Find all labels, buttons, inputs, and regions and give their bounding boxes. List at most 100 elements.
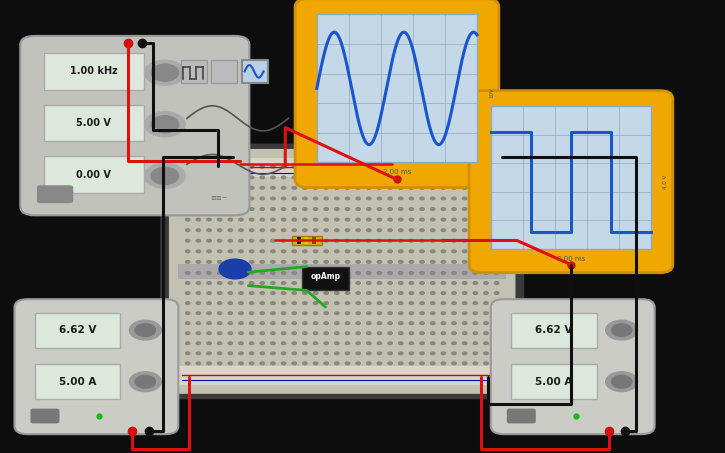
Circle shape (186, 272, 190, 275)
Circle shape (409, 322, 413, 324)
Circle shape (388, 302, 392, 304)
Circle shape (292, 260, 297, 263)
Circle shape (377, 260, 381, 263)
Circle shape (249, 229, 254, 231)
Circle shape (218, 250, 222, 253)
Circle shape (388, 229, 392, 231)
Circle shape (463, 218, 467, 221)
Circle shape (367, 292, 371, 294)
Circle shape (313, 250, 318, 253)
Circle shape (324, 165, 328, 168)
Circle shape (442, 312, 446, 314)
Circle shape (313, 176, 318, 178)
Circle shape (335, 322, 339, 324)
Circle shape (228, 312, 233, 314)
Circle shape (196, 165, 201, 168)
Circle shape (239, 207, 243, 210)
Circle shape (313, 332, 318, 335)
Circle shape (356, 282, 360, 284)
Circle shape (356, 197, 360, 200)
Circle shape (313, 282, 318, 284)
Circle shape (377, 187, 381, 189)
Circle shape (207, 197, 211, 200)
Circle shape (228, 302, 233, 304)
Circle shape (484, 342, 488, 345)
Circle shape (239, 250, 243, 253)
Circle shape (249, 187, 254, 189)
Circle shape (129, 320, 161, 340)
Circle shape (239, 352, 243, 355)
Circle shape (452, 272, 456, 275)
Circle shape (196, 176, 201, 178)
Circle shape (303, 322, 307, 324)
Circle shape (367, 322, 371, 324)
Circle shape (303, 250, 307, 253)
Circle shape (196, 282, 201, 284)
FancyBboxPatch shape (507, 409, 536, 424)
Circle shape (463, 165, 467, 168)
Circle shape (324, 312, 328, 314)
Circle shape (335, 176, 339, 178)
Circle shape (186, 187, 190, 189)
Circle shape (431, 197, 435, 200)
Bar (511, 313, 597, 347)
Circle shape (292, 362, 297, 365)
Circle shape (260, 312, 265, 314)
Circle shape (420, 197, 424, 200)
Circle shape (409, 352, 413, 355)
Circle shape (431, 362, 435, 365)
Circle shape (409, 342, 413, 345)
Circle shape (367, 312, 371, 314)
Circle shape (356, 165, 360, 168)
Circle shape (409, 332, 413, 335)
Circle shape (313, 302, 318, 304)
Circle shape (494, 165, 499, 168)
Circle shape (431, 176, 435, 178)
Circle shape (313, 218, 318, 221)
Circle shape (420, 362, 424, 365)
Circle shape (409, 282, 413, 284)
Circle shape (186, 239, 190, 242)
Circle shape (345, 362, 349, 365)
Circle shape (388, 292, 392, 294)
Circle shape (377, 282, 381, 284)
Text: 5.00 A: 5.00 A (535, 377, 573, 387)
Circle shape (409, 362, 413, 365)
Circle shape (409, 312, 413, 314)
Circle shape (420, 176, 424, 178)
Circle shape (399, 322, 403, 324)
Circle shape (367, 176, 371, 178)
Circle shape (367, 239, 371, 242)
Circle shape (249, 165, 254, 168)
Circle shape (463, 187, 467, 189)
Circle shape (367, 250, 371, 253)
Circle shape (473, 207, 478, 210)
Circle shape (324, 207, 328, 210)
Circle shape (271, 362, 276, 365)
Circle shape (186, 312, 190, 314)
Circle shape (281, 187, 286, 189)
Circle shape (186, 292, 190, 294)
Circle shape (388, 207, 392, 210)
Circle shape (484, 165, 488, 168)
Circle shape (399, 362, 403, 365)
Circle shape (151, 167, 178, 184)
Circle shape (484, 362, 488, 365)
Circle shape (303, 332, 307, 335)
Circle shape (399, 312, 403, 314)
Circle shape (196, 218, 201, 221)
Circle shape (377, 239, 381, 242)
Circle shape (484, 250, 488, 253)
Circle shape (377, 302, 381, 304)
Circle shape (228, 362, 233, 365)
Circle shape (420, 260, 424, 263)
Bar (44, 53, 144, 90)
Circle shape (281, 332, 286, 335)
Circle shape (431, 352, 435, 355)
Circle shape (494, 207, 499, 210)
Circle shape (303, 272, 307, 275)
Circle shape (409, 260, 413, 263)
Circle shape (452, 197, 456, 200)
Circle shape (303, 165, 307, 168)
Circle shape (345, 187, 349, 189)
